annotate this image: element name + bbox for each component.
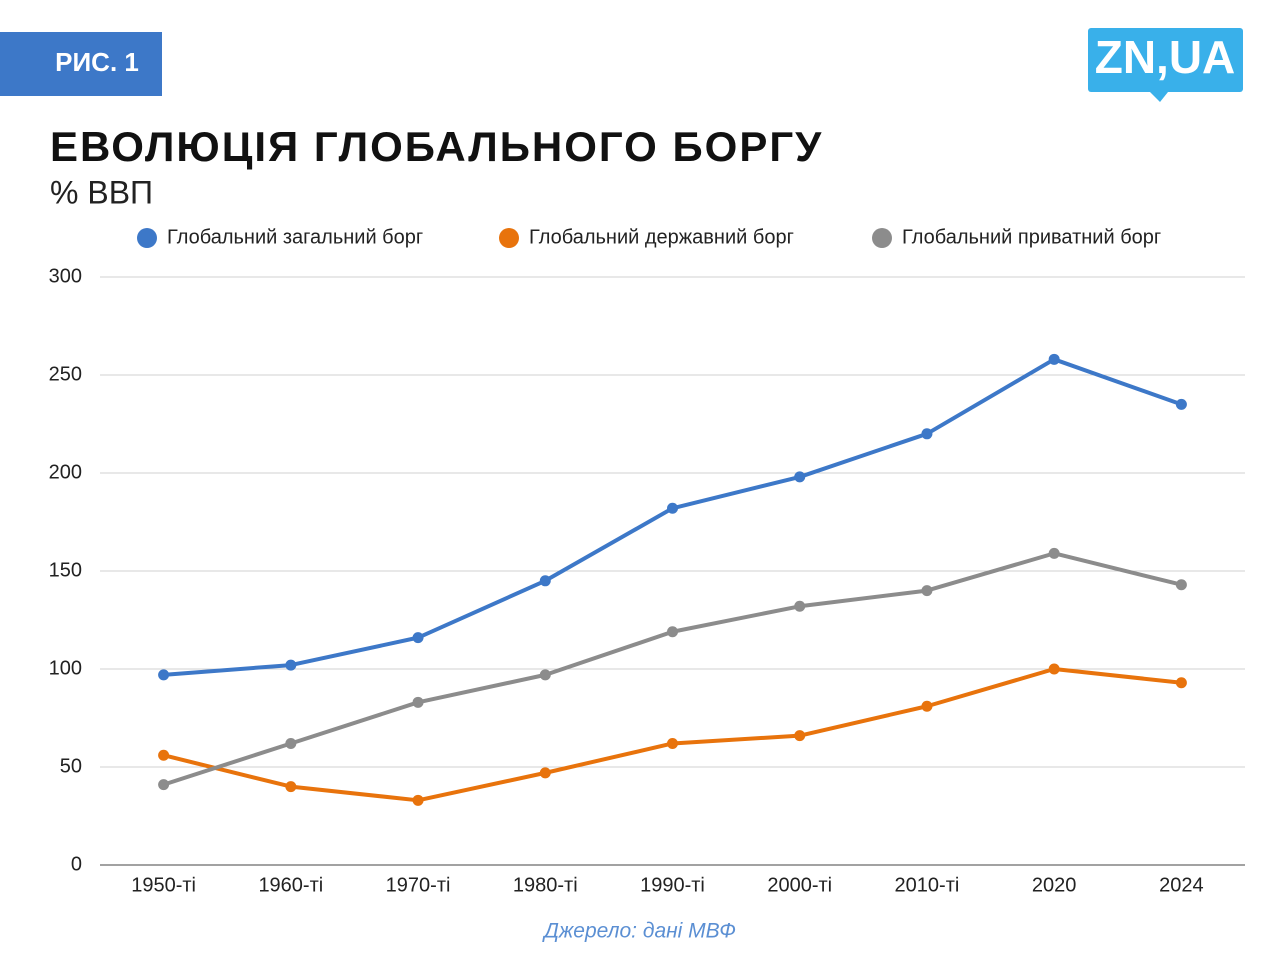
y-tick-label: 200 bbox=[49, 461, 82, 483]
point bbox=[539, 575, 551, 587]
x-tick-label: 2020 bbox=[1032, 874, 1077, 896]
point bbox=[794, 600, 806, 612]
point bbox=[158, 779, 170, 791]
point bbox=[158, 669, 170, 681]
point bbox=[158, 749, 170, 761]
x-tick-label: 2010-ті bbox=[895, 874, 960, 896]
point bbox=[1048, 353, 1060, 365]
legend-label: Глобальний приватний борг bbox=[902, 226, 1161, 248]
point bbox=[285, 781, 297, 793]
point bbox=[1175, 398, 1187, 410]
logo-box bbox=[1088, 28, 1243, 92]
figure-label: РИС. 1 bbox=[55, 47, 139, 77]
logo: ZN,UA bbox=[1095, 31, 1236, 83]
point bbox=[794, 730, 806, 742]
x-tick-label: 1970-ті bbox=[386, 874, 451, 896]
point bbox=[285, 659, 297, 671]
point bbox=[921, 700, 933, 712]
point bbox=[1175, 677, 1187, 689]
point bbox=[1048, 663, 1060, 675]
point bbox=[1175, 579, 1187, 591]
legend-label: Глобальний загальний борг bbox=[167, 226, 423, 248]
point bbox=[921, 585, 933, 597]
point bbox=[1048, 547, 1060, 559]
x-tick-label: 1990-ті bbox=[640, 874, 705, 896]
figure-badge bbox=[0, 32, 162, 96]
legend-label: Глобальний державний борг bbox=[529, 226, 794, 248]
point bbox=[667, 626, 678, 638]
y-tick-label: 300 bbox=[49, 265, 82, 287]
logo-tail bbox=[1150, 92, 1168, 102]
y-tick-label: 100 bbox=[49, 657, 82, 679]
x-tick-label: 2000-ті bbox=[767, 874, 832, 896]
y-tick-label: 0 bbox=[71, 853, 82, 875]
point bbox=[667, 737, 678, 749]
x-tick-label: 1950-ті bbox=[131, 874, 196, 896]
point bbox=[412, 696, 424, 708]
point bbox=[794, 471, 806, 483]
point bbox=[921, 428, 933, 440]
point bbox=[667, 502, 678, 514]
x-tick-label: 1980-ті bbox=[513, 874, 578, 896]
legend-marker bbox=[872, 228, 892, 248]
x-tick-label: 1960-ті bbox=[258, 874, 323, 896]
y-tick-label: 150 bbox=[49, 559, 82, 581]
x-tick-label: 2024 bbox=[1159, 874, 1204, 896]
legend-marker bbox=[499, 228, 519, 248]
source: Джерело: дані МВФ bbox=[542, 920, 736, 943]
point bbox=[285, 737, 297, 749]
chart-subtitle: % ВВП bbox=[50, 174, 153, 210]
y-tick-label: 50 bbox=[60, 755, 82, 777]
y-tick-label: 250 bbox=[49, 363, 82, 385]
point bbox=[539, 669, 551, 681]
point bbox=[412, 794, 424, 806]
point bbox=[412, 632, 424, 644]
point bbox=[539, 767, 551, 779]
legend-marker bbox=[137, 228, 157, 248]
chart-title: ЕВОЛЮЦІЯ ГЛОБАЛЬНОГО БОРГУ bbox=[50, 123, 823, 170]
